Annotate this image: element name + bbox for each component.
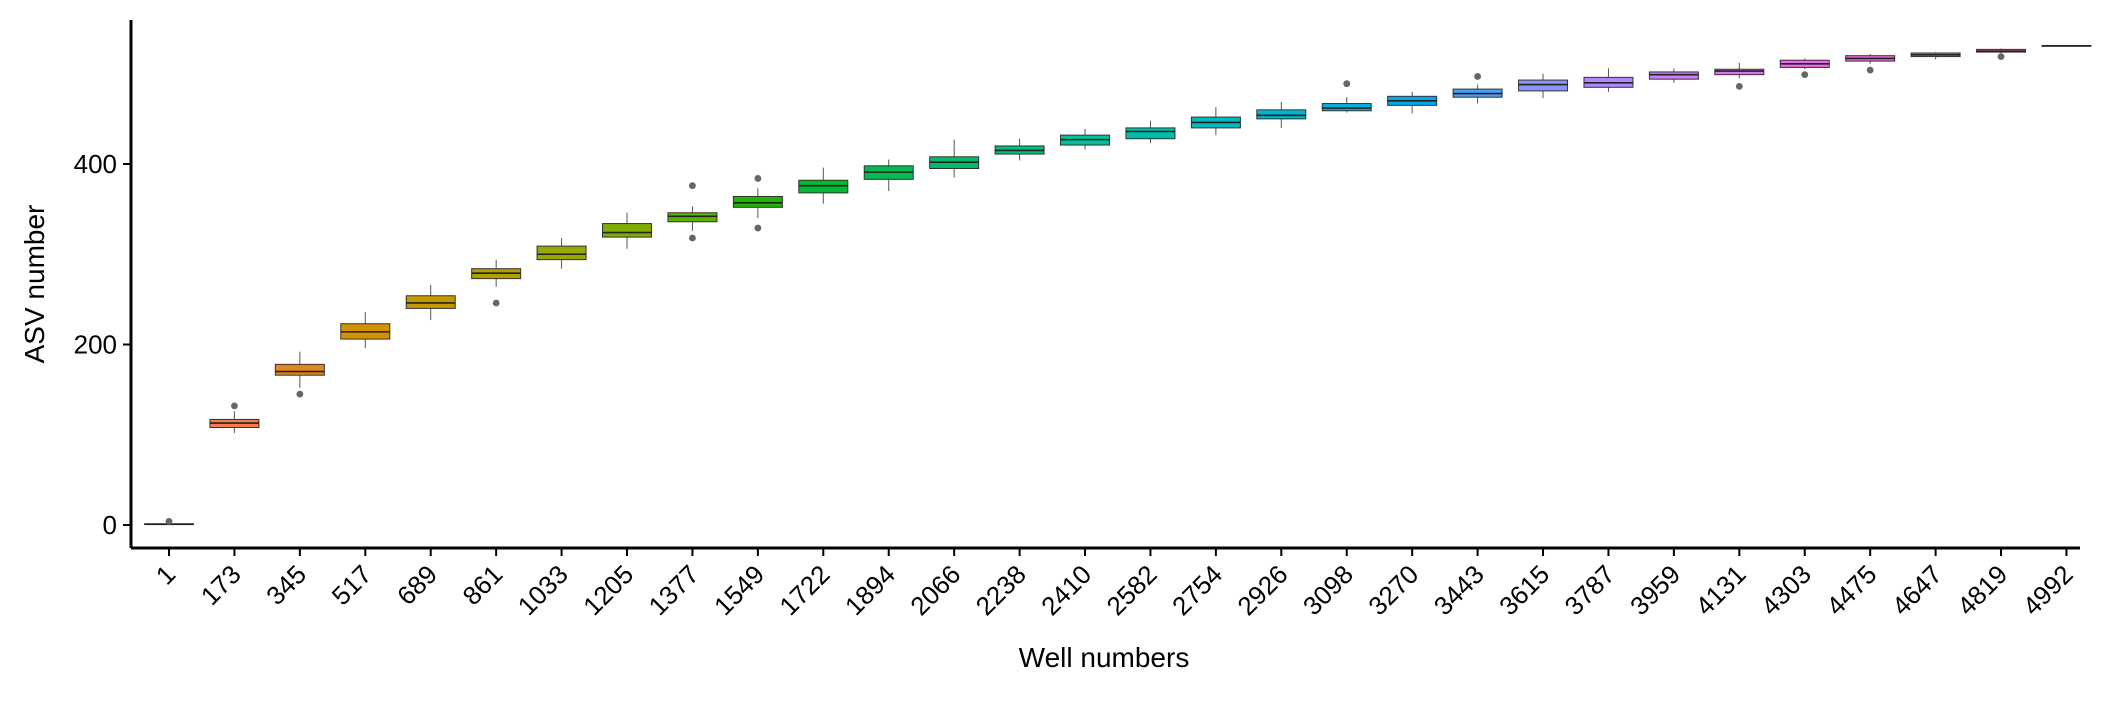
- x-tick-label: 4647: [1886, 559, 1948, 621]
- box-body: [1125, 127, 1176, 140]
- box-1205: [602, 212, 653, 249]
- outlier-point: [754, 224, 762, 232]
- box-4475: [1845, 53, 1896, 74]
- outlier-point: [165, 517, 173, 525]
- x-tick-label: 4992: [2017, 559, 2079, 621]
- box-body: [536, 245, 587, 261]
- y-tick-label: 200: [74, 330, 117, 360]
- box-body: [1714, 68, 1765, 76]
- box-1722: [798, 167, 849, 204]
- outlier-point: [1801, 71, 1809, 79]
- box-body: [1256, 109, 1307, 120]
- outlier-point: [1997, 53, 2005, 61]
- box-345: [274, 351, 325, 398]
- x-tick-label: 2926: [1231, 559, 1293, 621]
- x-tick-label: 3098: [1297, 559, 1359, 621]
- chart-marks: [144, 44, 2092, 526]
- x-tick-label: 4475: [1820, 559, 1882, 621]
- box-3959: [1648, 68, 1699, 83]
- box-517: [340, 312, 391, 349]
- x-tick-label: 517: [326, 559, 378, 611]
- x-tick-label: 1722: [773, 559, 835, 621]
- x-tick-label: 173: [195, 559, 247, 611]
- y-tick-label: 0: [103, 510, 117, 540]
- outlier-point: [689, 182, 696, 190]
- x-tick-label: 3787: [1559, 559, 1621, 621]
- box-1549: [732, 175, 783, 232]
- box-4647: [1910, 52, 1961, 60]
- x-tick-label: 1894: [839, 559, 901, 621]
- outlier-point: [754, 175, 762, 182]
- x-tick-label: 3959: [1624, 559, 1686, 621]
- x-tick-label: 3443: [1428, 559, 1490, 621]
- box-3615: [1518, 73, 1569, 99]
- box-2754: [1190, 107, 1241, 136]
- box-3098: [1321, 80, 1372, 113]
- box-3270: [1387, 91, 1438, 114]
- x-tick-label: 2238: [970, 559, 1032, 621]
- outlier-point: [1866, 66, 1874, 74]
- box-2926: [1256, 101, 1307, 128]
- outlier-point: [296, 390, 304, 398]
- box-body: [602, 223, 653, 238]
- x-tick-label: 4131: [1689, 559, 1751, 621]
- box-173: [209, 402, 260, 433]
- box-2410: [1060, 128, 1111, 150]
- box-3787: [1583, 68, 1634, 92]
- x-tick-label: 2066: [904, 559, 966, 621]
- box-2238: [994, 138, 1045, 161]
- box-body: [274, 363, 325, 376]
- box-689: [405, 284, 456, 321]
- x-tick-label: 2410: [1035, 559, 1097, 621]
- outlier-point: [1343, 80, 1351, 88]
- box-4131: [1714, 62, 1765, 90]
- x-tick-label: 1205: [577, 559, 639, 621]
- x-tick-label: 1033: [512, 559, 574, 621]
- box-body: [798, 179, 849, 194]
- outlier-point: [689, 234, 696, 242]
- box-861: [471, 259, 522, 307]
- x-tick-label: 2582: [1101, 559, 1163, 621]
- box-2066: [929, 139, 980, 178]
- y-tick-label: 400: [74, 149, 117, 179]
- box-1033: [536, 238, 587, 269]
- x-tick-label: 689: [391, 559, 443, 611]
- x-tick-label: 345: [260, 559, 312, 611]
- x-tick-label: 2754: [1166, 559, 1228, 621]
- box-body: [405, 295, 456, 309]
- x-tick-label: 4303: [1755, 559, 1817, 621]
- box-3443: [1452, 73, 1503, 104]
- x-tick-label: 4819: [1951, 559, 2013, 621]
- box-4992: [2041, 44, 2092, 47]
- box-1377: [667, 182, 718, 242]
- box-body: [732, 195, 783, 208]
- x-tick-label: 3615: [1493, 559, 1555, 621]
- outlier-point: [1735, 82, 1743, 90]
- outlier-point: [1474, 73, 1481, 80]
- x-tick-label: 1549: [708, 559, 770, 621]
- x-tick-label: 1377: [643, 559, 705, 621]
- box-4819: [1976, 48, 2027, 61]
- x-tick-label: 3270: [1362, 559, 1424, 621]
- box-1: [144, 517, 194, 526]
- box-body: [1321, 103, 1372, 112]
- box-body: [667, 212, 718, 223]
- box-4303: [1779, 58, 1830, 79]
- x-axis-title: Well numbers: [1019, 642, 1190, 673]
- box-1894: [863, 159, 914, 192]
- box-2582: [1125, 120, 1176, 144]
- outlier-point: [231, 402, 238, 410]
- y-axis-title: ASV number: [19, 205, 50, 364]
- outlier-point: [492, 299, 500, 307]
- box-body: [1518, 79, 1569, 92]
- x-tick-label: 1: [150, 559, 181, 590]
- x-tick-label: 861: [456, 559, 508, 611]
- box-body: [1648, 71, 1699, 80]
